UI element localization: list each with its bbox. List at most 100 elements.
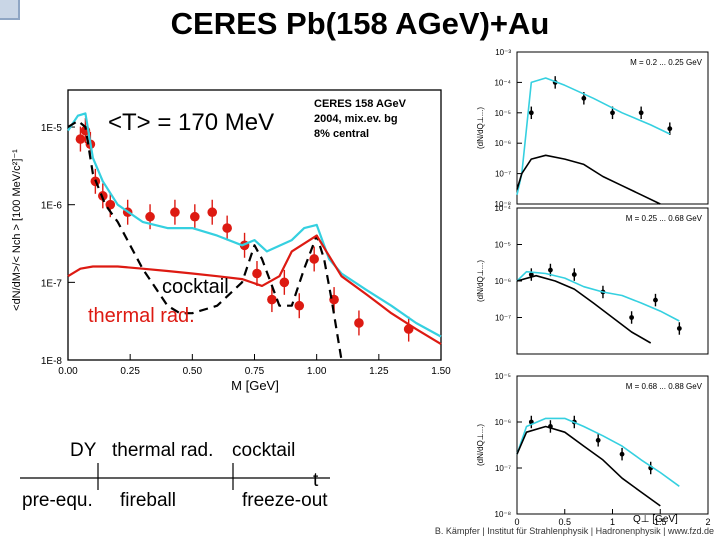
timeline-dy: DY [70, 440, 97, 461]
thermal-curve [516, 274, 652, 344]
side-panels: 10⁻³ 10⁻⁴ 10⁻⁵ 10⁻⁶ 10⁻⁷ 10⁻⁸ M = 0.2 ... 0.25… [476, 48, 711, 527]
timeline-cocktail: cocktail [232, 440, 296, 461]
data-point [619, 451, 625, 457]
data-point [145, 211, 155, 222]
x-tick-label: 1.00 [307, 366, 327, 377]
y-tick-label: 10⁻⁶ [495, 139, 511, 148]
data-point [548, 267, 553, 273]
x-tick-label: 0.5 [558, 517, 571, 527]
x-tick-label: 0 [514, 517, 519, 527]
logo [0, 0, 20, 20]
data-point [638, 110, 644, 116]
x-tick-labels: 0.00 0.25 0.50 0.75 1.00 1.25 1.50 [58, 366, 451, 377]
x-tick-label: 1.50 [431, 366, 451, 377]
y-tick-label: 10⁻⁴ [494, 204, 511, 213]
thermal-curve [516, 425, 661, 507]
data-point [629, 315, 634, 320]
y-tick-label: 10⁻⁵ [495, 109, 511, 118]
timeline-freezeout: freeze-out [242, 490, 328, 511]
series-layer [67, 112, 442, 361]
y-tick-label: 1E-5 [41, 123, 63, 134]
data-point [170, 207, 180, 218]
x-tick-label: 1.25 [369, 366, 389, 377]
panel-frame [516, 375, 709, 515]
y-tick-label: 1E-6 [41, 201, 63, 212]
data-point [581, 95, 587, 101]
data-point [75, 134, 86, 144]
y-tick-label: 10⁻⁸ [495, 510, 512, 519]
cocktail-label: cocktail [162, 276, 229, 298]
cocktail-curve [67, 119, 343, 361]
panel-y-label: (dN/dQ⊥...) [476, 424, 485, 466]
y-tick-label: 10⁻⁸ [495, 200, 512, 209]
x-tick-label: 1 [610, 517, 615, 527]
y-tick-label: 10⁻³ [495, 48, 511, 57]
temperature-label: <T> = 170 MeV [108, 109, 274, 136]
y-tick-label: 10⁻⁵ [495, 241, 511, 250]
y-tick-label: 10⁻⁴ [494, 78, 511, 87]
timeline: DY thermal rad. cocktail t pre-equ. fire… [0, 430, 460, 530]
thermal-curve [516, 154, 661, 205]
x-axis-label: M [GeV] [231, 378, 279, 393]
data-point [294, 300, 305, 311]
qt-axis-label: Q⊥ [GeV] [633, 514, 678, 525]
data-point [222, 223, 232, 233]
data-point [309, 254, 319, 264]
time-axis [20, 463, 330, 490]
panel-high-mass: 10⁻⁵ 10⁻⁶ 10⁻⁷ 10⁻⁸ M = 0.68 ... 0.88 GeV (dN… [476, 372, 711, 527]
x-tick-label: 2 [705, 517, 710, 527]
data-point [610, 110, 615, 116]
data-point [354, 318, 364, 328]
y-tick-label: 10⁻⁶ [495, 418, 511, 427]
y-tick-label: 1E-7 [41, 278, 63, 289]
y-tick-label: 10⁻⁶ [495, 277, 511, 286]
data-point [252, 268, 262, 279]
y-tick-label: 1E-8 [41, 356, 63, 367]
panel-mid-mass: 10⁻⁴ 10⁻⁵ 10⁻⁶ 10⁻⁷ M = 0.25 ... 0.68 GeV (dN… [476, 204, 709, 355]
data-point [267, 294, 277, 305]
x-tick-label: 0.00 [58, 366, 78, 377]
data-point [528, 272, 534, 277]
thermal-label: thermal rad. [88, 305, 195, 327]
experiment-label-2: 2004, mix.ev. bg [314, 113, 398, 125]
x-tick-label: 0.25 [120, 366, 140, 377]
panel-legend: M = 0.68 ... 0.88 GeV [626, 382, 703, 391]
y-tick-label: 10⁻⁷ [495, 170, 511, 179]
experiment-label-3: 8% central [314, 128, 369, 140]
experiment-label-1: CERES 158 AGeV [314, 98, 407, 110]
x-tick-label: 0.50 [183, 366, 203, 377]
panel-y-label: (dN/dQ⊥...) [476, 107, 485, 149]
timeline-t: t [313, 470, 319, 491]
thermal-curve [67, 234, 442, 346]
total-curve [516, 417, 680, 487]
data-point [207, 207, 218, 218]
y-axis-label: <dN/dM>/< Nch > [100 MeV/c²]⁻¹ [11, 149, 23, 311]
y-tick-label: 10⁻⁵ [495, 372, 511, 381]
data-point [571, 272, 577, 277]
timeline-thermal: thermal rad. [112, 440, 214, 461]
data-point [653, 297, 658, 303]
total-curve [516, 77, 671, 195]
panel-legend: M = 0.2 ... 0.25 GeV [630, 58, 702, 67]
main-chart: 0.00 0.25 0.50 0.75 1.00 1.25 1.50 1E-51E-61E-… [11, 89, 451, 393]
data-point [595, 437, 601, 443]
data-point [279, 277, 290, 288]
total-curve [516, 270, 680, 322]
data-point [676, 326, 682, 331]
panel-y-label: (dN/dQ⊥...) [476, 260, 485, 302]
slide-title: CERES Pb(158 AGeV)+Au [170, 6, 550, 41]
total-curve [67, 112, 442, 338]
panel-legend: M = 0.25 ... 0.68 GeV [626, 214, 703, 223]
y-tick-labels: 1E-5 1E-6 1E-7 1E-8 [41, 123, 63, 367]
panel-low-mass: 10⁻³ 10⁻⁴ 10⁻⁵ 10⁻⁶ 10⁻⁷ 10⁻⁸ M = 0.2 ... 0.25… [476, 48, 709, 209]
data-point [528, 110, 534, 116]
x-tick-label: 0.75 [245, 366, 265, 377]
data-point [667, 126, 673, 132]
x-tick-label: 1.5 [654, 517, 667, 527]
panel-frame [516, 51, 709, 205]
y-tick-label: 10⁻⁷ [495, 314, 511, 323]
footer: B. Kämpfer | Institut für Strahlenphysik… [434, 526, 714, 536]
timeline-preequ: pre-equ. [22, 490, 93, 511]
data-point [190, 211, 200, 222]
y-tick-label: 10⁻⁷ [495, 464, 511, 473]
